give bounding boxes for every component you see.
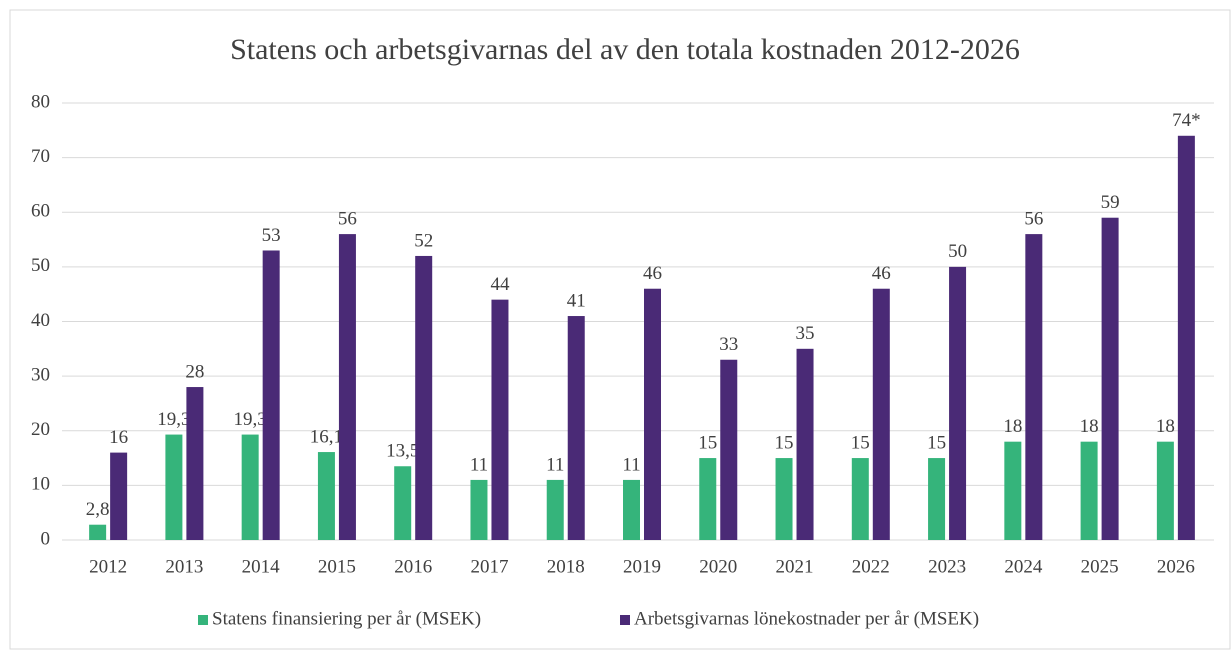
data-label: 56	[1024, 208, 1043, 229]
y-tick-label: 70	[31, 146, 50, 167]
bar	[720, 359, 738, 540]
x-tick-label: 2012	[89, 556, 127, 577]
data-label: 15	[927, 432, 946, 453]
bar	[567, 316, 585, 540]
x-tick-label: 2019	[623, 556, 661, 577]
bar	[1156, 441, 1174, 540]
data-label: 15	[775, 432, 794, 453]
data-label: 33	[719, 334, 738, 355]
x-tick-label: 2018	[547, 556, 585, 577]
x-tick-label: 2015	[318, 556, 356, 577]
bar	[338, 234, 356, 540]
bar	[110, 452, 128, 540]
data-label: 44	[490, 274, 510, 295]
bar	[1025, 234, 1043, 540]
data-label: 46	[872, 263, 891, 284]
y-tick-label: 80	[31, 91, 50, 112]
bar	[241, 434, 259, 540]
x-tick-label: 2023	[928, 556, 966, 577]
legend-swatch	[198, 615, 208, 625]
bar	[1080, 441, 1098, 540]
data-label: 18	[1156, 416, 1175, 437]
bar	[89, 524, 107, 540]
legend-label: Arbetsgivarnas lönekostnader per år (MSE…	[634, 608, 979, 629]
bar	[1101, 217, 1119, 540]
legend-swatch	[620, 615, 630, 625]
bar	[546, 479, 564, 540]
y-tick-label: 20	[31, 419, 50, 440]
bar	[1177, 135, 1195, 540]
bar	[415, 255, 433, 540]
x-tick-label: 2013	[165, 556, 203, 577]
data-label: 74*	[1172, 110, 1201, 131]
x-tick-label: 2014	[242, 556, 281, 577]
x-tick-label: 2017	[470, 556, 508, 577]
x-tick-label: 2022	[852, 556, 890, 577]
bar	[928, 458, 946, 540]
data-label: 15	[851, 432, 870, 453]
y-tick-label: 10	[31, 474, 50, 495]
data-label: 35	[796, 323, 815, 344]
chart-title: Statens och arbetsgivarnas del av den to…	[230, 33, 1020, 66]
data-label: 53	[262, 225, 281, 246]
data-label: 59	[1101, 192, 1120, 213]
legend-label: Statens finansiering per år (MSEK)	[212, 608, 481, 629]
data-label: 11	[470, 454, 488, 475]
y-tick-label: 50	[31, 255, 50, 276]
data-label: 19,3	[234, 409, 267, 430]
bar	[394, 466, 412, 540]
bar	[186, 387, 204, 540]
x-tick-label: 2026	[1157, 556, 1195, 577]
data-label: 41	[567, 290, 586, 311]
bar	[775, 458, 793, 540]
data-label: 46	[643, 263, 662, 284]
x-tick-label: 2021	[776, 556, 814, 577]
data-label: 52	[414, 230, 433, 251]
data-label: 18	[1080, 416, 1099, 437]
bar	[699, 458, 717, 540]
bar	[623, 479, 640, 540]
y-tick-label: 60	[31, 201, 50, 222]
bar	[796, 348, 814, 540]
y-tick-label: 30	[31, 364, 50, 385]
bar	[949, 266, 967, 540]
data-label: 15	[698, 432, 717, 453]
bar	[470, 479, 488, 540]
x-tick-label: 2016	[394, 556, 432, 577]
bar	[262, 250, 280, 541]
x-tick-label: 2025	[1081, 556, 1119, 577]
data-label: 11	[546, 454, 564, 475]
x-tick-label: 2024	[1004, 556, 1043, 577]
bar	[644, 288, 661, 540]
y-tick-label: 0	[41, 528, 51, 549]
x-tick-label: 2020	[699, 556, 737, 577]
chart-frame	[9, 9, 1231, 650]
data-label: 28	[185, 361, 204, 382]
data-label: 13,5	[386, 441, 419, 462]
bar	[851, 458, 869, 540]
data-label: 16	[109, 427, 128, 448]
data-label: 2,8	[86, 499, 110, 520]
data-label: 19,3	[157, 409, 190, 430]
data-label: 50	[948, 241, 967, 262]
bar	[872, 288, 890, 540]
y-tick-label: 40	[31, 310, 50, 331]
data-label: 18	[1003, 416, 1022, 437]
bar	[317, 452, 335, 540]
bar	[165, 434, 183, 540]
bar	[491, 299, 509, 540]
bar	[1004, 441, 1022, 540]
data-label: 16,1	[310, 426, 343, 447]
data-label: 56	[338, 208, 357, 229]
data-label: 11	[622, 454, 640, 475]
